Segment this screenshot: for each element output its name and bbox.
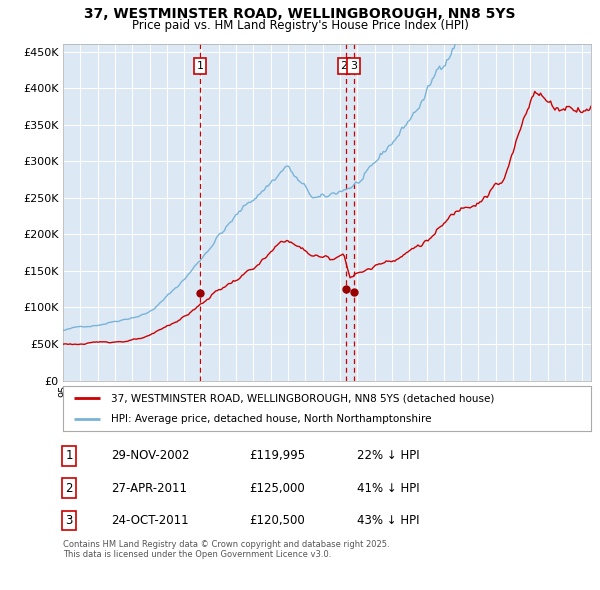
- Text: 1: 1: [65, 449, 73, 463]
- Text: 3: 3: [350, 61, 357, 71]
- Text: HPI: Average price, detached house, North Northamptonshire: HPI: Average price, detached house, Nort…: [110, 414, 431, 424]
- Text: 37, WESTMINSTER ROAD, WELLINGBOROUGH, NN8 5YS (detached house): 37, WESTMINSTER ROAD, WELLINGBOROUGH, NN…: [110, 394, 494, 404]
- Text: 3: 3: [65, 514, 73, 527]
- Text: 29-NOV-2002: 29-NOV-2002: [111, 449, 190, 463]
- Text: 24-OCT-2011: 24-OCT-2011: [111, 514, 188, 527]
- Text: £120,500: £120,500: [249, 514, 305, 527]
- Text: 27-APR-2011: 27-APR-2011: [111, 481, 187, 495]
- Text: £125,000: £125,000: [249, 481, 305, 495]
- Text: £119,995: £119,995: [249, 449, 305, 463]
- Text: 41% ↓ HPI: 41% ↓ HPI: [357, 481, 419, 495]
- Text: Contains HM Land Registry data © Crown copyright and database right 2025.
This d: Contains HM Land Registry data © Crown c…: [63, 540, 389, 559]
- Text: 2: 2: [65, 481, 73, 495]
- Text: 1: 1: [196, 61, 203, 71]
- Text: 2: 2: [341, 61, 348, 71]
- Text: 37, WESTMINSTER ROAD, WELLINGBOROUGH, NN8 5YS: 37, WESTMINSTER ROAD, WELLINGBOROUGH, NN…: [84, 6, 516, 21]
- Text: Price paid vs. HM Land Registry's House Price Index (HPI): Price paid vs. HM Land Registry's House …: [131, 19, 469, 32]
- Text: 43% ↓ HPI: 43% ↓ HPI: [357, 514, 419, 527]
- Text: 22% ↓ HPI: 22% ↓ HPI: [357, 449, 419, 463]
